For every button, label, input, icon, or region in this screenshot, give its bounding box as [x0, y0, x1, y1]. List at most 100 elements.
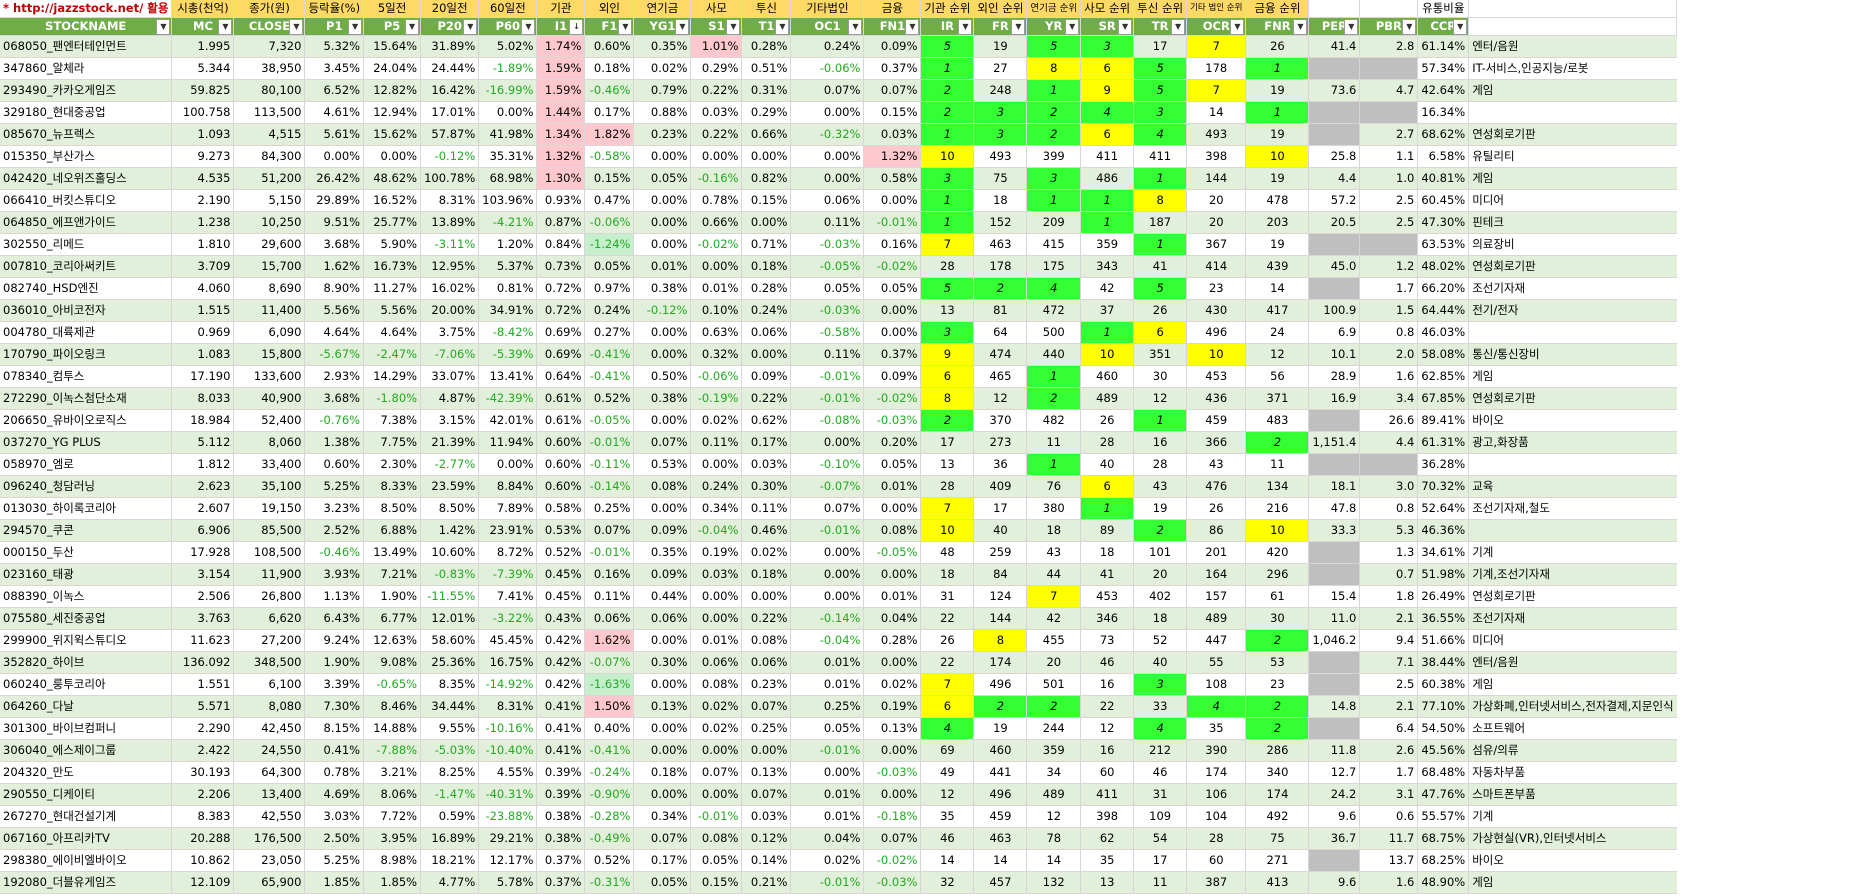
- cell-s1[interactable]: 1.01%: [690, 35, 743, 58]
- cell-sr[interactable]: 460: [1080, 365, 1135, 388]
- cell-sr[interactable]: 346: [1080, 607, 1135, 630]
- cell-p1[interactable]: 3.03%: [304, 805, 365, 828]
- cell-p1[interactable]: 5.32%: [304, 35, 365, 58]
- dropdown-arrow-icon[interactable]: ▼: [521, 19, 536, 35]
- column-header-mc[interactable]: MC ▼: [171, 17, 235, 36]
- cell-oc1[interactable]: -0.58%: [790, 321, 865, 344]
- cell-ccr[interactable]: 60.45%: [1417, 189, 1470, 212]
- cell-t1[interactable]: 0.28%: [741, 277, 792, 300]
- cell-fn1[interactable]: 0.37%: [863, 343, 922, 366]
- cell-i1[interactable]: 0.37%: [536, 871, 586, 894]
- cell-name[interactable]: 064260_다날: [0, 695, 173, 718]
- cell-t1[interactable]: 0.23%: [741, 673, 792, 696]
- cell-name[interactable]: 329180_현대중공업: [0, 101, 173, 124]
- cell-t1[interactable]: 0.09%: [741, 365, 792, 388]
- cell-ir[interactable]: 69: [920, 739, 975, 762]
- cell-p5[interactable]: 15.62%: [363, 123, 422, 146]
- cell-oc1[interactable]: 0.01%: [790, 805, 865, 828]
- cell-fn1[interactable]: 0.07%: [863, 79, 922, 102]
- cell-sr[interactable]: 37: [1080, 299, 1135, 322]
- cell-fn1[interactable]: 0.00%: [863, 651, 922, 674]
- cell-fnr[interactable]: 19: [1245, 233, 1310, 256]
- cell-f1[interactable]: 0.60%: [584, 35, 635, 58]
- cell-ccr[interactable]: 77.10%: [1417, 695, 1470, 718]
- cell-oc1[interactable]: -0.01%: [790, 739, 865, 762]
- cell-p5[interactable]: 8.98%: [363, 849, 422, 872]
- cell-yg1[interactable]: 0.08%: [633, 475, 692, 498]
- cell-ccr[interactable]: 64.44%: [1417, 299, 1470, 322]
- cell-t1[interactable]: 0.13%: [741, 761, 792, 784]
- cell-s1[interactable]: 0.03%: [690, 101, 743, 124]
- cell-yg1[interactable]: 0.05%: [633, 871, 692, 894]
- cell-oc1[interactable]: 0.07%: [790, 497, 865, 520]
- cell-ir[interactable]: 6: [920, 695, 975, 718]
- column-header-p60[interactable]: P60 ▼: [478, 17, 538, 36]
- cell-sector[interactable]: 게임: [1468, 167, 1677, 190]
- cell-ir[interactable]: 4: [920, 717, 975, 740]
- cell-fn1[interactable]: 0.09%: [863, 35, 922, 58]
- table-row[interactable]: 004780_대륙제관 0.969 6,090 4.64% 4.64% 3.75% -8.4…: [0, 321, 1677, 344]
- cell-per[interactable]: [1308, 277, 1361, 300]
- cell-p1[interactable]: 5.25%: [304, 849, 365, 872]
- cell-i1[interactable]: 0.43%: [536, 607, 586, 630]
- cell-pbr[interactable]: 3.1: [1359, 783, 1419, 806]
- cell-s1[interactable]: 0.05%: [690, 849, 743, 872]
- cell-f1[interactable]: 1.62%: [584, 629, 635, 652]
- cell-ocr[interactable]: 104: [1186, 805, 1247, 828]
- cell-ocr[interactable]: 60: [1186, 849, 1247, 872]
- cell-yr[interactable]: 4: [1026, 277, 1082, 300]
- cell-oc1[interactable]: -0.04%: [790, 629, 865, 652]
- cell-per[interactable]: 73.6: [1308, 79, 1361, 102]
- cell-p1[interactable]: 3.93%: [304, 563, 365, 586]
- cell-t1[interactable]: 0.08%: [741, 629, 792, 652]
- cell-t1[interactable]: 0.71%: [741, 233, 792, 256]
- cell-oc1[interactable]: 0.00%: [790, 761, 865, 784]
- cell-name[interactable]: 293490_카카오게임즈: [0, 79, 173, 102]
- cell-ir[interactable]: 28: [920, 475, 975, 498]
- cell-yr[interactable]: 1: [1026, 189, 1082, 212]
- column-header-close[interactable]: CLOSE ▼: [233, 17, 306, 36]
- cell-ir[interactable]: 13: [920, 299, 975, 322]
- cell-per[interactable]: 15.4: [1308, 585, 1361, 608]
- cell-fn1[interactable]: 0.00%: [863, 563, 922, 586]
- cell-mc[interactable]: 100.758: [171, 101, 235, 124]
- cell-name[interactable]: 170790_파이오링크: [0, 343, 173, 366]
- dropdown-arrow-icon[interactable]: ▼: [289, 19, 304, 35]
- cell-p60[interactable]: 5.78%: [478, 871, 538, 894]
- cell-fn1[interactable]: 0.00%: [863, 321, 922, 344]
- cell-p1[interactable]: 3.23%: [304, 497, 365, 520]
- cell-p60[interactable]: 7.89%: [478, 497, 538, 520]
- cell-fnr[interactable]: 2: [1245, 717, 1310, 740]
- cell-mc[interactable]: 2.607: [171, 497, 235, 520]
- cell-fr[interactable]: 64: [973, 321, 1028, 344]
- cell-i1[interactable]: 0.45%: [536, 563, 586, 586]
- dropdown-arrow-icon[interactable]: ▼: [905, 19, 920, 35]
- cell-tr[interactable]: 17: [1133, 849, 1188, 872]
- cell-ir[interactable]: 35: [920, 805, 975, 828]
- cell-p1[interactable]: 1.62%: [304, 255, 365, 278]
- cell-t1[interactable]: 0.02%: [741, 541, 792, 564]
- cell-tr[interactable]: 5: [1133, 57, 1188, 80]
- cell-mc[interactable]: 1.812: [171, 453, 235, 476]
- cell-ccr[interactable]: 26.49%: [1417, 585, 1470, 608]
- column-header-fr[interactable]: FR ▼: [973, 17, 1028, 36]
- cell-fr[interactable]: 409: [973, 475, 1028, 498]
- cell-mc[interactable]: 17.928: [171, 541, 235, 564]
- cell-sr[interactable]: 1: [1080, 321, 1135, 344]
- column-header-per[interactable]: PER ▼: [1308, 17, 1361, 36]
- cell-s1[interactable]: 0.03%: [690, 563, 743, 586]
- cell-name[interactable]: 075580_세진중공업: [0, 607, 173, 630]
- cell-p60[interactable]: 5.37%: [478, 255, 538, 278]
- cell-ocr[interactable]: 398: [1186, 145, 1247, 168]
- cell-t1[interactable]: 0.28%: [741, 35, 792, 58]
- cell-fr[interactable]: 36: [973, 453, 1028, 476]
- cell-p20[interactable]: -1.47%: [420, 783, 480, 806]
- dropdown-arrow-icon[interactable]: ▼: [1118, 19, 1133, 35]
- cell-s1[interactable]: 0.00%: [690, 585, 743, 608]
- cell-p60[interactable]: 8.31%: [478, 695, 538, 718]
- cell-oc1[interactable]: 0.05%: [790, 717, 865, 740]
- cell-p5[interactable]: 7.75%: [363, 431, 422, 454]
- cell-t1[interactable]: 0.00%: [741, 343, 792, 366]
- cell-p20[interactable]: 8.25%: [420, 761, 480, 784]
- cell-ir[interactable]: 13: [920, 453, 975, 476]
